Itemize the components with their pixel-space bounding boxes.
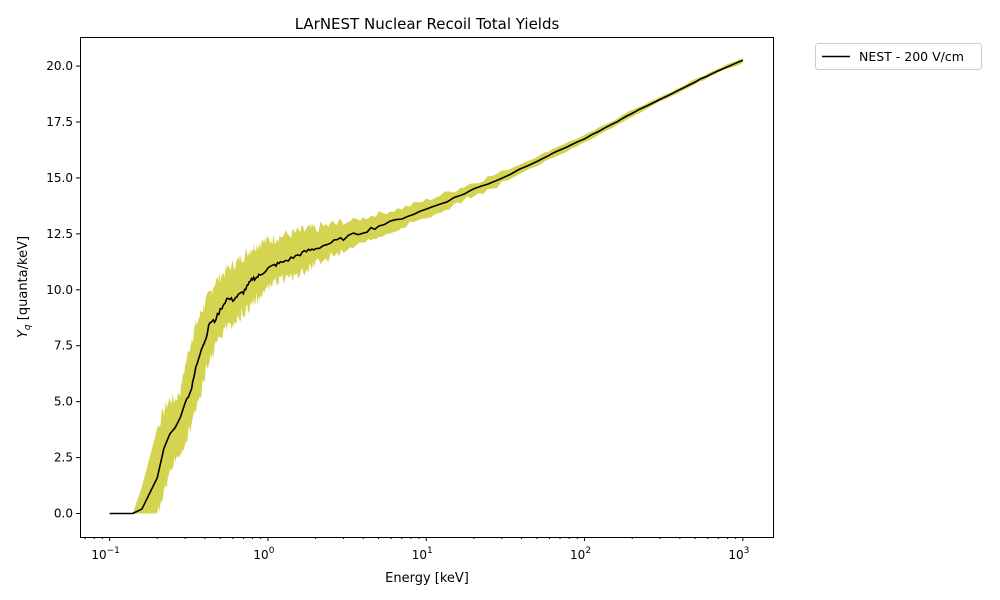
chart-title: LArNEST Nuclear Recoil Total Yields	[295, 15, 560, 33]
legend-frame	[815, 43, 982, 70]
y-tick-label: 10.0	[46, 283, 73, 297]
y-axis-label-rest: [quanta/keV]	[16, 236, 31, 324]
y-tick-label: 0.0	[54, 507, 73, 521]
y-tick-label: 5.0	[54, 395, 73, 409]
y-tick-label: 20.0	[46, 59, 73, 73]
y-tick-label: 15.0	[46, 171, 73, 185]
y-axis-ticks: 0.0 2.5 5.0 7.5 10.0 12.5 15.0 17.5 20.0	[46, 59, 80, 521]
plot-area	[109, 58, 744, 515]
uncertainty-band	[109, 58, 743, 514]
x-axis-label: Energy [keV]	[385, 571, 469, 586]
x-axis-ticks: 10−1 100 101 102 103	[84, 537, 749, 562]
plot-frame	[80, 37, 774, 538]
y-tick-label: 7.5	[54, 339, 73, 353]
legend-label: NEST - 200 V/cm	[859, 49, 964, 64]
y-axis-label: Yq [quanta/keV]	[16, 236, 33, 338]
x-tick-label: 102	[570, 546, 591, 562]
x-tick-label: 101	[412, 546, 433, 562]
series-line-nest-200vcm	[109, 59, 744, 515]
y-axis-label-sub: q	[23, 324, 33, 330]
y-tick-label: 12.5	[46, 227, 73, 241]
x-tick-label: 10−1	[91, 546, 120, 562]
y-tick-label: 17.5	[46, 115, 73, 129]
x-tick-label: 103	[728, 546, 749, 562]
y-tick-label: 2.5	[54, 451, 73, 465]
y-axis-label-main: Y	[16, 329, 31, 338]
legend: NEST - 200 V/cm	[815, 43, 982, 70]
x-tick-label: 100	[253, 546, 274, 562]
